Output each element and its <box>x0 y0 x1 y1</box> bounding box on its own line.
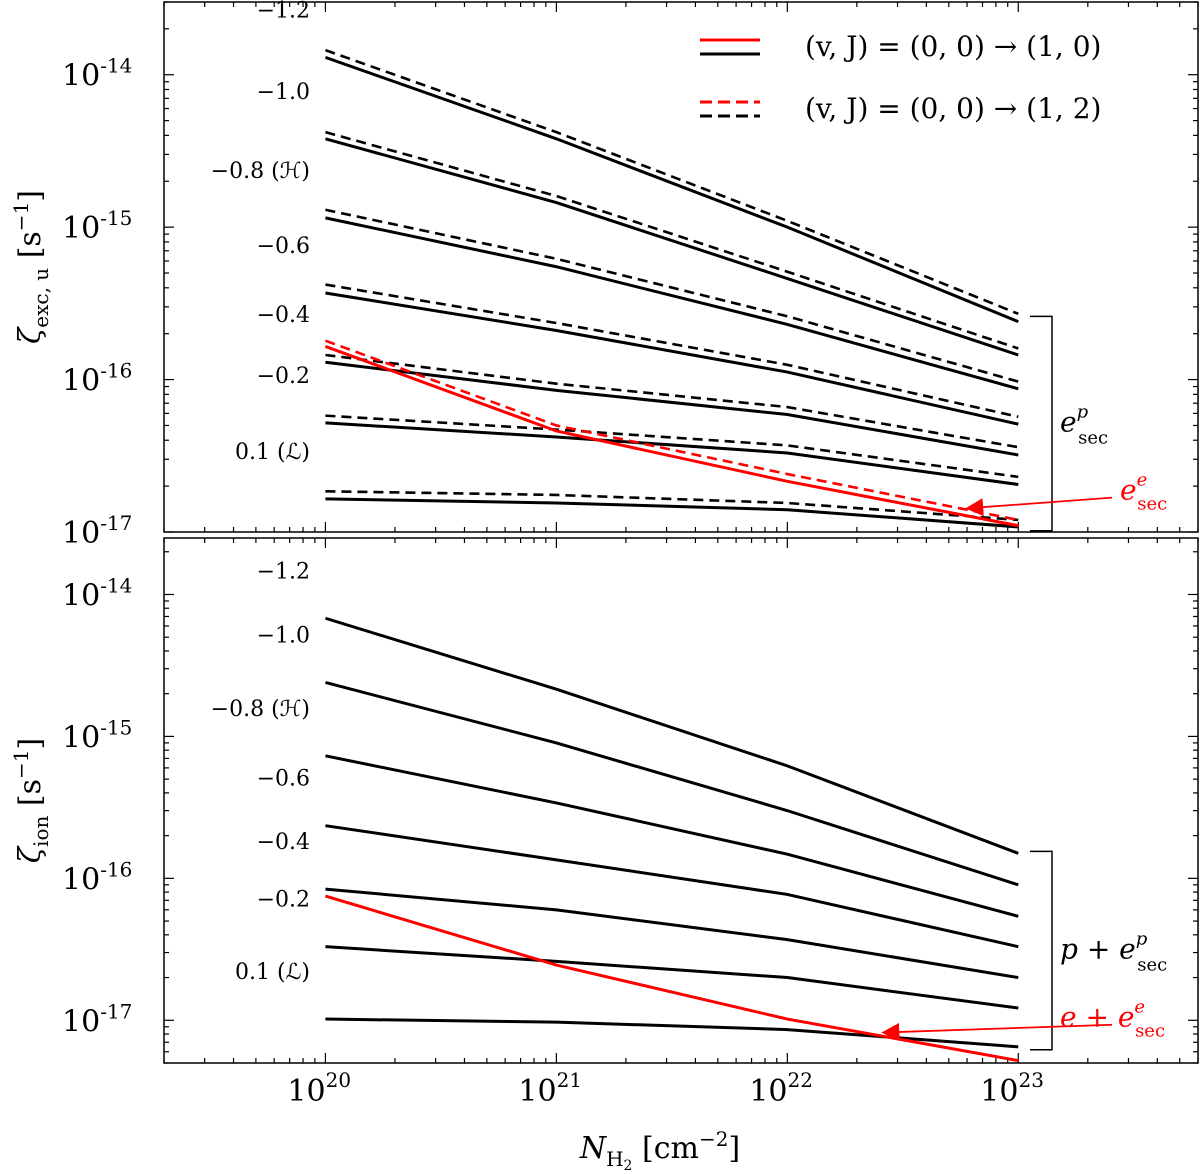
series-line <box>325 497 1019 529</box>
series-label: −0.8 (ℋ) <box>211 697 310 722</box>
plot-frame <box>163 1 1199 533</box>
series-line <box>325 130 1019 350</box>
series-line <box>324 616 1019 855</box>
series-line <box>324 55 1019 324</box>
series-label: −0.4 <box>257 303 310 328</box>
series-line <box>325 754 1019 918</box>
x-tick-label: 1021 <box>518 1068 582 1109</box>
annotation-arrow <box>881 1022 1113 1041</box>
legend-label: (v, J) = (0, 0) → (1, 2) <box>805 92 1101 125</box>
series-line <box>325 887 1019 980</box>
y-axis-title: ζexc, u [s−1] <box>9 190 53 344</box>
annotation-arrow <box>965 496 1113 517</box>
series-line <box>324 48 1019 316</box>
series-line <box>325 216 1019 391</box>
y-tick-label: 10-17 <box>62 999 132 1039</box>
series-line <box>324 894 1019 1063</box>
series-label: −1.0 <box>257 80 310 105</box>
plot-frame <box>163 537 1199 1064</box>
series-line <box>325 1017 1019 1049</box>
series-label: −1.0 <box>257 623 310 648</box>
arrow-label: ee sec <box>1120 470 1167 515</box>
x-axis-title: NH2 [cm−2] <box>579 1127 740 1174</box>
series-line <box>325 291 1019 426</box>
bracket <box>1030 850 1053 1051</box>
y-tick-label: 10-15 <box>62 715 132 755</box>
series-line <box>325 945 1019 1010</box>
x-tick-label: 1023 <box>980 1068 1044 1109</box>
series-line <box>324 339 1019 522</box>
y-axis-title: ζion [s−1] <box>9 738 53 863</box>
x-tick-label: 1020 <box>287 1068 351 1109</box>
series-line <box>325 353 1019 449</box>
panel-bottom: 10-14 10-15 10-16 10-17 1020 1021 1022 1023 −1.2… <box>9 537 1199 1174</box>
y-tick-label: 10-17 <box>62 511 132 551</box>
series-label: −0.2 <box>257 364 310 389</box>
y-tick-label: 10-14 <box>62 573 132 613</box>
series-line <box>325 824 1019 949</box>
series-line <box>325 489 1019 522</box>
bracket-label: p + ep sec <box>1060 929 1167 976</box>
series-line <box>325 414 1019 479</box>
bracket-label: ep sec <box>1060 402 1108 449</box>
series-label: −1.2 <box>257 559 310 584</box>
series-label: 0.1 (ℒ) <box>235 440 310 465</box>
series-line <box>325 680 1019 887</box>
series-line <box>324 345 1019 528</box>
legend-label: (v, J) = (0, 0) → (1, 0) <box>805 30 1101 63</box>
y-tick-label: 10-14 <box>62 54 132 94</box>
bracket <box>1030 315 1053 532</box>
y-tick-label: 10-15 <box>62 206 132 246</box>
series-line <box>325 421 1019 486</box>
series-line <box>325 137 1019 357</box>
series-label: 0.1 (ℒ) <box>235 960 310 985</box>
series-label: −0.2 <box>257 888 310 913</box>
series-label: −1.2 <box>257 0 310 23</box>
y-tick-label: 10-16 <box>62 857 132 897</box>
y-tick-label: 10-16 <box>62 359 132 399</box>
series-line <box>325 360 1019 457</box>
series-label: −0.6 <box>257 234 310 259</box>
series-line <box>325 283 1019 419</box>
panel-top: 10-14 10-15 10-16 10-17 −1.2 −1.0 −0.8 (ℋ) −0.6… <box>9 0 1199 551</box>
series-line <box>325 208 1019 383</box>
arrow-label: e + ee sec <box>1060 997 1165 1042</box>
x-tick-label: 1022 <box>749 1068 813 1109</box>
series-label: −0.6 <box>257 767 310 792</box>
series-label: −0.4 <box>257 830 310 855</box>
series-label: −0.8 (ℋ) <box>211 159 310 184</box>
